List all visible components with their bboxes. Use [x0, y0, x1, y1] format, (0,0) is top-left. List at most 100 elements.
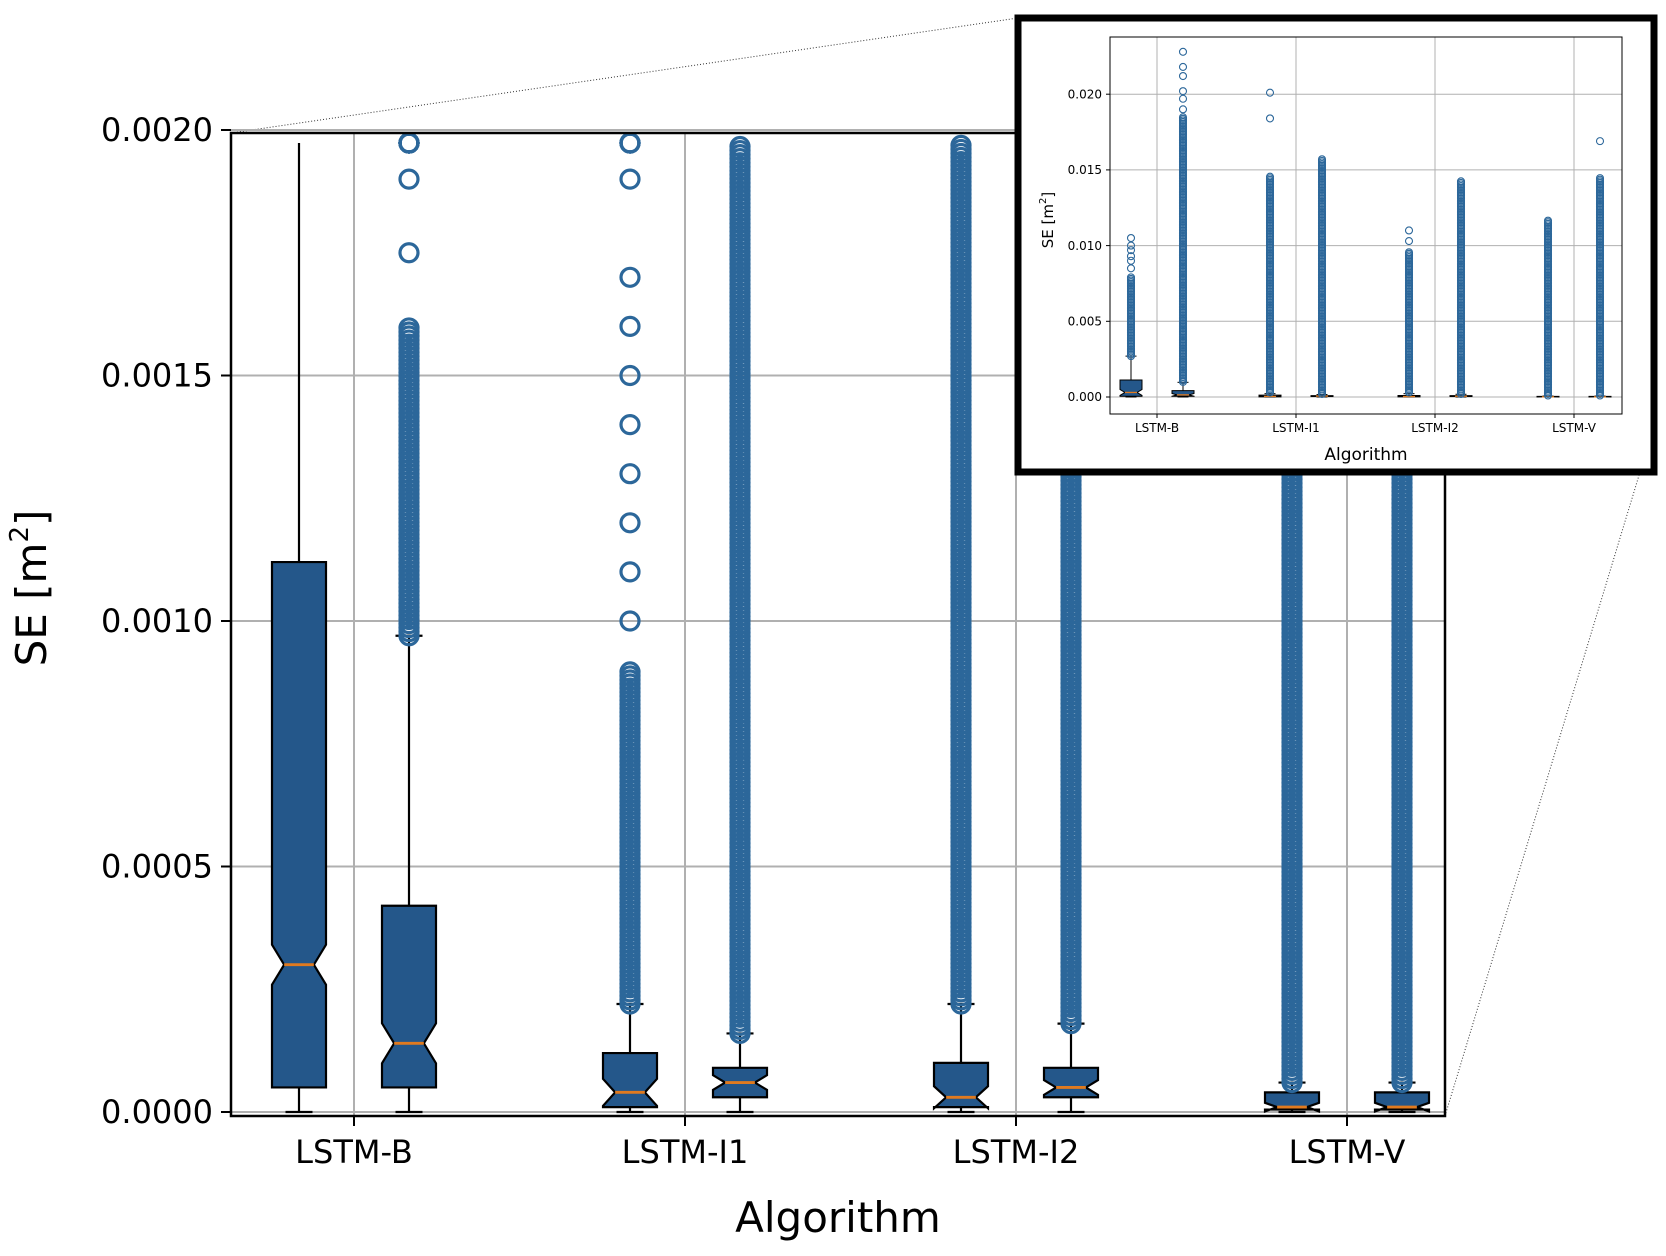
- inset-border: [1014, 14, 1658, 476]
- flier-point: [398, 168, 420, 190]
- flier-point: [1456, 177, 1466, 186]
- box-LSTM-I2-right: [1449, 177, 1473, 399]
- inset-x-ticks: LSTM-B LSTM-I1 LSTM-I2 LSTM-V: [1135, 414, 1597, 435]
- flier-point: [1404, 248, 1414, 257]
- flier-point: [619, 315, 641, 337]
- fliers: [1265, 88, 1275, 397]
- flier-point: [1265, 172, 1275, 181]
- box-LSTM-I1-left: [601, 132, 659, 1114]
- y-tick-label: 0.0005: [101, 848, 213, 886]
- box-body: [270, 560, 328, 1089]
- box-LSTM-V-right: [1588, 137, 1612, 400]
- flier-point: [1178, 94, 1188, 103]
- inset-grid: [1110, 37, 1622, 414]
- flier-point: [1126, 252, 1136, 261]
- x-tick-label: LSTM-V: [1552, 421, 1597, 435]
- flier-point: [1126, 241, 1136, 250]
- box-LSTM-I1-left: [1258, 88, 1282, 398]
- x-tick-label: LSTM-I1: [622, 1133, 749, 1171]
- x-tick-label: LSTM-I1: [1272, 421, 1320, 435]
- inset-boxes: [1119, 47, 1612, 400]
- flier-point: [1265, 88, 1275, 97]
- flier-point: [619, 414, 641, 436]
- box-body: [1042, 1066, 1100, 1099]
- box-LSTM-B-right: [1171, 47, 1195, 398]
- fliers: [1317, 155, 1327, 399]
- y-tick-label: 0.0020: [101, 111, 213, 149]
- fliers: [1404, 226, 1414, 397]
- main-plot-frame: [229, 131, 1447, 1118]
- flier-point: [619, 132, 641, 154]
- flier-point: [1404, 226, 1414, 235]
- flier-point: [1178, 47, 1188, 56]
- box-LSTM-I1-right: [711, 135, 769, 1114]
- flier-point: [398, 317, 420, 339]
- fliers: [1126, 233, 1136, 361]
- box-body: [1263, 1091, 1321, 1113]
- y-tick-label: 0.005: [1068, 315, 1102, 329]
- box-LSTM-V-left: [1536, 216, 1560, 400]
- flier-point: [1595, 137, 1605, 146]
- main-x-ticks: LSTM-B LSTM-I1 LSTM-I2 LSTM-V: [295, 1116, 1406, 1171]
- flier-point: [1178, 105, 1188, 114]
- fliers: [950, 134, 972, 1015]
- box-LSTM-B-left: [270, 143, 328, 1114]
- inset-plot-frame: [1109, 36, 1623, 415]
- flier-point: [619, 463, 641, 485]
- flier-point: [1265, 114, 1275, 123]
- flier-point: [1404, 237, 1414, 246]
- y-tick-label: 0.020: [1068, 87, 1102, 101]
- flier-point: [619, 610, 641, 632]
- inset-y-ticks: 0.000 0.005 0.010 0.015 0.020: [1068, 87, 1110, 404]
- zoom-connector-bottom: [1444, 471, 1641, 1117]
- flier-point: [619, 512, 641, 534]
- flier-point: [950, 134, 972, 156]
- y-tick-label: 0.000: [1068, 390, 1102, 404]
- box-LSTM-I2-left: [932, 134, 990, 1114]
- main-grid: [231, 129, 1445, 1116]
- flier-point: [398, 242, 420, 264]
- box-body: [380, 904, 438, 1089]
- fliers: [1456, 177, 1466, 399]
- fliers: [1178, 47, 1188, 386]
- x-tick-label: LSTM-V: [1289, 1133, 1406, 1171]
- flier-point: [619, 561, 641, 583]
- main-y-ticks: 0.00000.00050.00100.00150.00200.00250.00…: [101, 111, 231, 1131]
- x-tick-label: LSTM-I2: [953, 1133, 1080, 1171]
- x-tick-label: LSTM-B: [295, 1133, 413, 1171]
- main-x-axis-label: Algorithm: [735, 1193, 941, 1242]
- box-body: [1373, 1091, 1431, 1113]
- x-tick-label: LSTM-B: [1135, 421, 1179, 435]
- fliers: [729, 135, 751, 1045]
- x-tick-label: LSTM-I2: [1411, 421, 1459, 435]
- fliers: [1595, 137, 1605, 400]
- flier-point: [1178, 71, 1188, 81]
- flier-point: [1543, 216, 1553, 225]
- box-body: [932, 1061, 990, 1111]
- box-body: [1119, 379, 1143, 397]
- flier-point: [619, 168, 641, 190]
- y-tick-label: 0.015: [1068, 163, 1102, 177]
- flier-point: [1126, 233, 1136, 243]
- fliers: [398, 132, 420, 647]
- flier-point: [729, 135, 751, 158]
- box-LSTM-B-left: [1119, 233, 1143, 398]
- flier-point: [1126, 264, 1136, 273]
- main-y-axis-label: SE [m2]: [5, 510, 56, 667]
- fliers: [1543, 216, 1553, 400]
- flier-point: [619, 364, 641, 387]
- zoom-connector-top: [230, 17, 1019, 134]
- flier-point: [1178, 113, 1188, 122]
- box-body: [601, 1051, 659, 1109]
- flier-point: [1317, 155, 1327, 164]
- flier-point: [1126, 256, 1136, 265]
- flier-point: [619, 266, 641, 288]
- inset-y-axis-label: SE [m2]: [1038, 192, 1057, 248]
- y-tick-label: 0.0010: [101, 602, 213, 640]
- y-tick-label: 0.0015: [101, 357, 213, 395]
- flier-point: [1178, 87, 1188, 96]
- flier-point: [1126, 273, 1136, 282]
- y-tick-label: 0.010: [1068, 239, 1102, 253]
